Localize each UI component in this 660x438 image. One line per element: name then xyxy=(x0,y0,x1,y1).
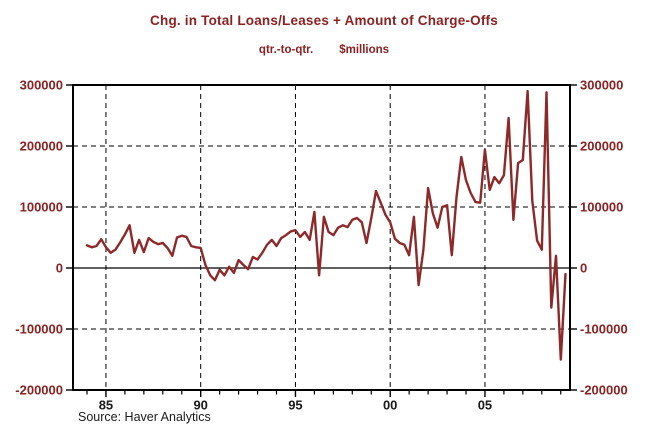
y-axis-label-right: 100000 xyxy=(580,200,623,215)
y-axis-label-right: 0 xyxy=(580,261,587,276)
y-axis-label-right: 200000 xyxy=(580,139,623,154)
y-axis-label-left: -200000 xyxy=(15,383,63,398)
y-axis-label-left: 100000 xyxy=(20,200,63,215)
x-axis-label: 00 xyxy=(383,398,397,413)
y-axis-label-left: 200000 xyxy=(20,139,63,154)
y-axis-label-right: -200000 xyxy=(580,383,628,398)
y-axis-label-left: -100000 xyxy=(15,322,63,337)
x-axis-label: 05 xyxy=(478,398,492,413)
x-axis-label: 90 xyxy=(193,398,207,413)
y-axis-label-left: 0 xyxy=(56,261,63,276)
y-axis-label-right: -100000 xyxy=(580,322,628,337)
subtitle-frequency: qtr.-to-qtr. xyxy=(258,44,314,56)
x-axis-label: 85 xyxy=(99,398,113,413)
chart-subtitle: qtr.-to-qtr. $millions xyxy=(0,44,648,56)
plot-frame xyxy=(72,84,571,391)
loans-chargeoffs-line xyxy=(85,89,567,361)
source-note: Source: Haver Analytics xyxy=(78,410,211,424)
y-axis-label-left: 300000 xyxy=(20,78,63,93)
x-axis-label: 95 xyxy=(288,398,302,413)
y-axis-label-right: 300000 xyxy=(580,78,623,93)
subtitle-units: $millions xyxy=(339,44,390,56)
chart-title: Chg. in Total Loans/Leases + Amount of C… xyxy=(150,13,498,28)
